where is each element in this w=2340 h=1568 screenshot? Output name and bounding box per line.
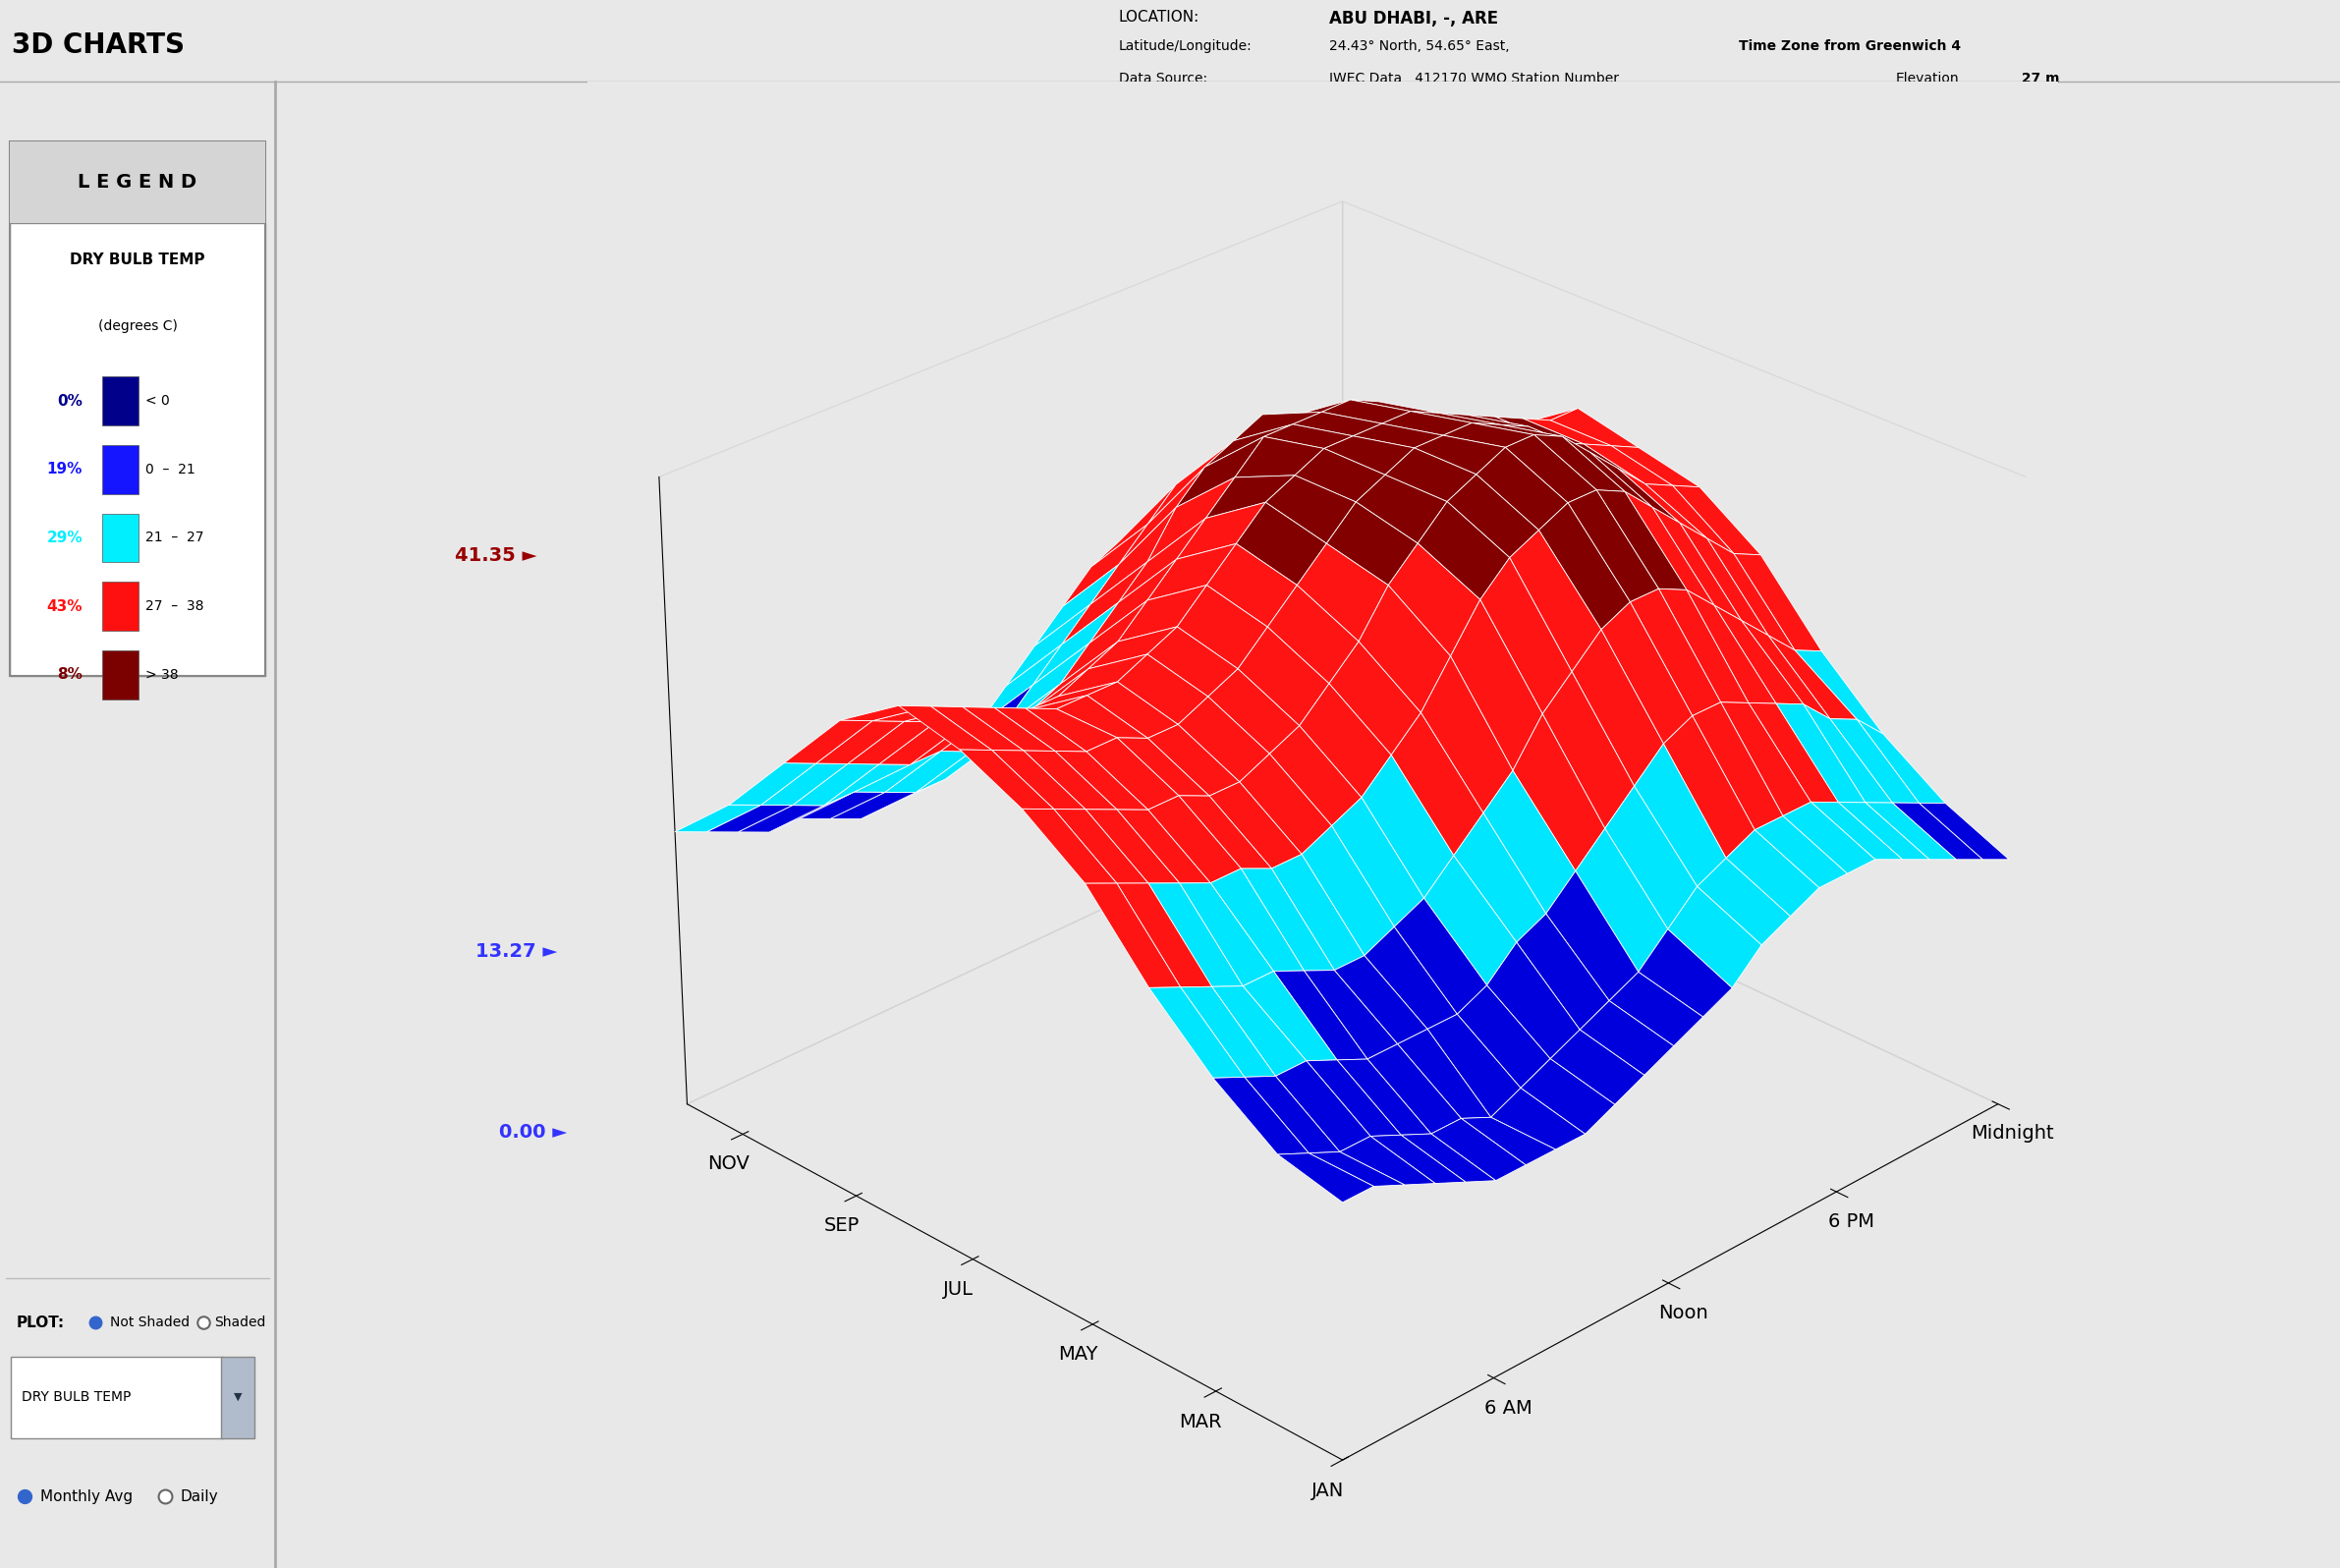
Text: Monthly Avg: Monthly Avg	[40, 1490, 133, 1504]
Text: Elevation: Elevation	[1895, 72, 1959, 86]
Text: 0  –  21: 0 – 21	[145, 463, 197, 477]
Text: < 0: < 0	[145, 394, 171, 408]
Text: 24.43° North, 54.65° East,: 24.43° North, 54.65° East,	[1329, 39, 1514, 53]
Text: 27 m: 27 m	[2017, 72, 2059, 86]
FancyBboxPatch shape	[9, 141, 264, 223]
Text: 43%: 43%	[47, 599, 82, 613]
Text: ABU DHABI, -, ARE: ABU DHABI, -, ARE	[1329, 9, 1498, 28]
FancyBboxPatch shape	[101, 651, 138, 699]
Text: 27  –  38: 27 – 38	[145, 599, 204, 613]
Text: LOCATION:: LOCATION:	[1119, 9, 1200, 25]
Text: 29%: 29%	[47, 530, 82, 546]
Text: DRY BULB TEMP: DRY BULB TEMP	[21, 1391, 131, 1403]
FancyBboxPatch shape	[12, 1356, 222, 1439]
Text: ▼: ▼	[234, 1392, 241, 1402]
FancyBboxPatch shape	[101, 376, 138, 425]
FancyBboxPatch shape	[101, 513, 138, 563]
Text: Daily: Daily	[180, 1490, 218, 1504]
Text: 8%: 8%	[56, 668, 82, 682]
Text: (degrees C): (degrees C)	[98, 320, 178, 332]
Text: PLOT:: PLOT:	[16, 1316, 66, 1330]
Text: Shaded: Shaded	[215, 1316, 267, 1330]
Text: 0%: 0%	[56, 394, 82, 409]
Text: IWEC Data   412170 WMO Station Number,: IWEC Data 412170 WMO Station Number,	[1329, 72, 1629, 86]
FancyBboxPatch shape	[101, 445, 138, 494]
FancyBboxPatch shape	[101, 582, 138, 630]
Text: L E G E N D: L E G E N D	[77, 172, 197, 191]
Text: Latitude/Longitude:: Latitude/Longitude:	[1119, 39, 1252, 53]
FancyBboxPatch shape	[9, 223, 264, 676]
Text: 3D CHARTS: 3D CHARTS	[12, 31, 185, 58]
Text: Time Zone from Greenwich 4: Time Zone from Greenwich 4	[1739, 39, 1961, 53]
Text: Not Shaded: Not Shaded	[110, 1316, 190, 1330]
Text: 19%: 19%	[47, 463, 82, 477]
Text: Data Source:: Data Source:	[1119, 72, 1207, 86]
Text: 21  –  27: 21 – 27	[145, 532, 204, 544]
FancyBboxPatch shape	[222, 1356, 255, 1439]
Text: > 38: > 38	[145, 668, 178, 682]
Text: DRY BULB TEMP: DRY BULB TEMP	[70, 252, 206, 267]
